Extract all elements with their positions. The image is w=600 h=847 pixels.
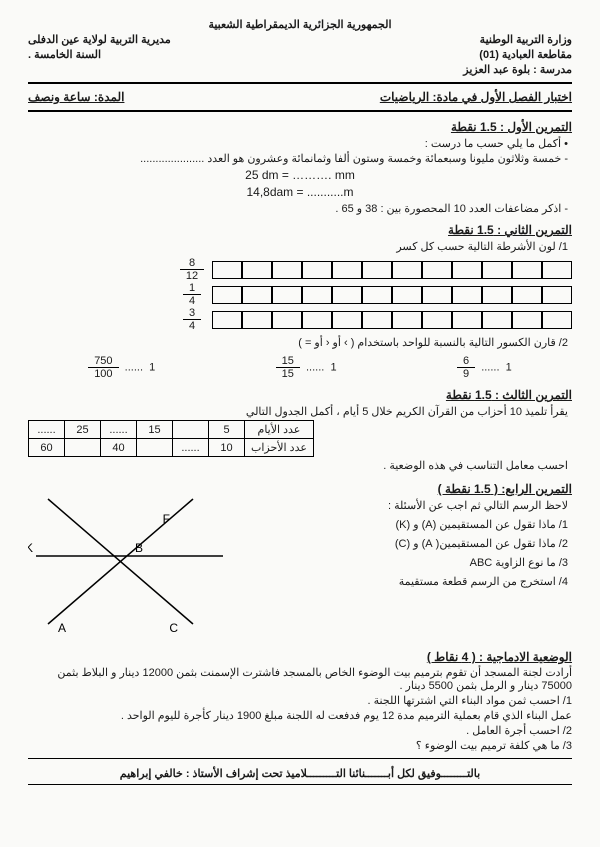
header-ministry: وزارة التربية الوطنية xyxy=(480,33,572,46)
ex4-q2: 2/ ماذا تقول عن المستقيمين( A) و (C) xyxy=(238,537,572,550)
ex3-table: عدد الأيام515......25......عدد الأحزاب10… xyxy=(28,420,314,457)
header-school: مدرسة : بلوة عبد العزيز xyxy=(28,63,572,76)
ex4-q3: 3/ ما نوع الزاوية ABC xyxy=(238,556,572,569)
ex4-wrap: التمرين الرابع: ( 1.5 نقطة ) لاحظ الرسم … xyxy=(28,474,572,644)
situation-q1: 1/ احسب ثمن مواد البناء التي اشترتها الل… xyxy=(28,694,572,707)
header-district: مقاطعة العبادية (01) xyxy=(479,48,572,61)
header-row-1: وزارة التربية الوطنية مديرية التربية لول… xyxy=(28,33,572,46)
footer-text: بالتــــــــوفيق لكل أبـــــــنائنا التـ… xyxy=(28,767,572,780)
ex1-multiples: - اذكر مضاعفات العدد 10 المحصورة بين : 3… xyxy=(28,202,572,215)
svg-text:F: F xyxy=(163,512,170,526)
ex1-conv-b: 14,8dam = ...........m xyxy=(28,185,572,199)
svg-text:A: A xyxy=(58,621,66,635)
ex4-title: التمرين الرابع: ( 1.5 نقطة ) xyxy=(238,482,572,496)
divider-1 xyxy=(28,82,572,84)
ex1-conv-a: 25 dm = ………. mm xyxy=(28,168,572,182)
divider-2 xyxy=(28,110,572,112)
ex1-intro: • أكمل ما يلي حسب ما درست : xyxy=(28,137,572,150)
ex3-title: التمرين الثالث : 1.5 نقطة xyxy=(28,388,572,402)
exam-title: اختبار الفصل الأول في مادة: الرياضيات xyxy=(380,90,572,104)
compare-row: 750100 ...... 11515 ...... 169 ...... 1 xyxy=(28,355,572,380)
situation-q2: 2/ احسب أجرة العامل . xyxy=(28,724,572,737)
svg-text:B: B xyxy=(135,541,143,555)
header-country: الجمهورية الجزائرية الديمقراطية الشعبية xyxy=(28,18,572,31)
exam-duration: المدة: ساعة ونصف xyxy=(28,90,124,104)
ex4-intro: لاحظ الرسم التالي ثم اجب عن الأسئلة : xyxy=(238,499,572,512)
header-level: السنة الخامسة . xyxy=(28,48,101,61)
ex1-number: - خمسة وثلاثون مليونا وسبعمائة وخمسة وست… xyxy=(28,152,572,165)
divider-4 xyxy=(28,784,572,785)
divider-3 xyxy=(28,758,572,759)
svg-text:K: K xyxy=(28,541,33,555)
situation-q3: 3/ ما هي كلفة ترميم بيت الوضوء ؟ xyxy=(28,739,572,752)
ex4-text: التمرين الرابع: ( 1.5 نقطة ) لاحظ الرسم … xyxy=(238,474,572,644)
title-row: اختبار الفصل الأول في مادة: الرياضيات ال… xyxy=(28,90,572,104)
situation-p2: عمل البناء الذي قام بعملية الترميم مدة 1… xyxy=(28,709,572,722)
ex2-title: التمرين الثاني : 1.5 نقطة xyxy=(28,223,572,237)
header-directorate: مديرية التربية لولاية عين الدفلى xyxy=(28,33,171,46)
ex4-q4: 4/ استخرج من الرسم قطعة مستقيمة xyxy=(238,575,572,588)
ex1-title: التمرين الأول : 1.5 نقطة xyxy=(28,120,572,134)
header-row-2: مقاطعة العبادية (01) السنة الخامسة . xyxy=(28,48,572,61)
situation-p1: أرادت لجنة المسجد أن تقوم بترميم بيت الو… xyxy=(28,666,572,692)
ex3-q: يقرأ تلميذ 10 أحزاب من القرآن الكريم خلا… xyxy=(28,405,572,418)
ex2-q1: 1/ لون الأشرطة التالية حسب كل كسر xyxy=(28,240,572,253)
geometry-diagram: F K B A C xyxy=(28,474,238,644)
svg-text:C: C xyxy=(169,621,178,635)
ex4-q1: 1/ ماذا تقول عن المستقيمين (A) و (K) xyxy=(238,518,572,531)
ex3-proportion: احسب معامل التناسب في هذه الوضعية . xyxy=(28,459,572,472)
situation-title: الوضعية الادماجية : ( 4 نقاط ) xyxy=(28,650,572,664)
fraction-grid: 8121434 xyxy=(28,257,572,332)
ex2-q2: 2/ قارن الكسور التالية بالنسبة للواحد با… xyxy=(28,336,572,349)
